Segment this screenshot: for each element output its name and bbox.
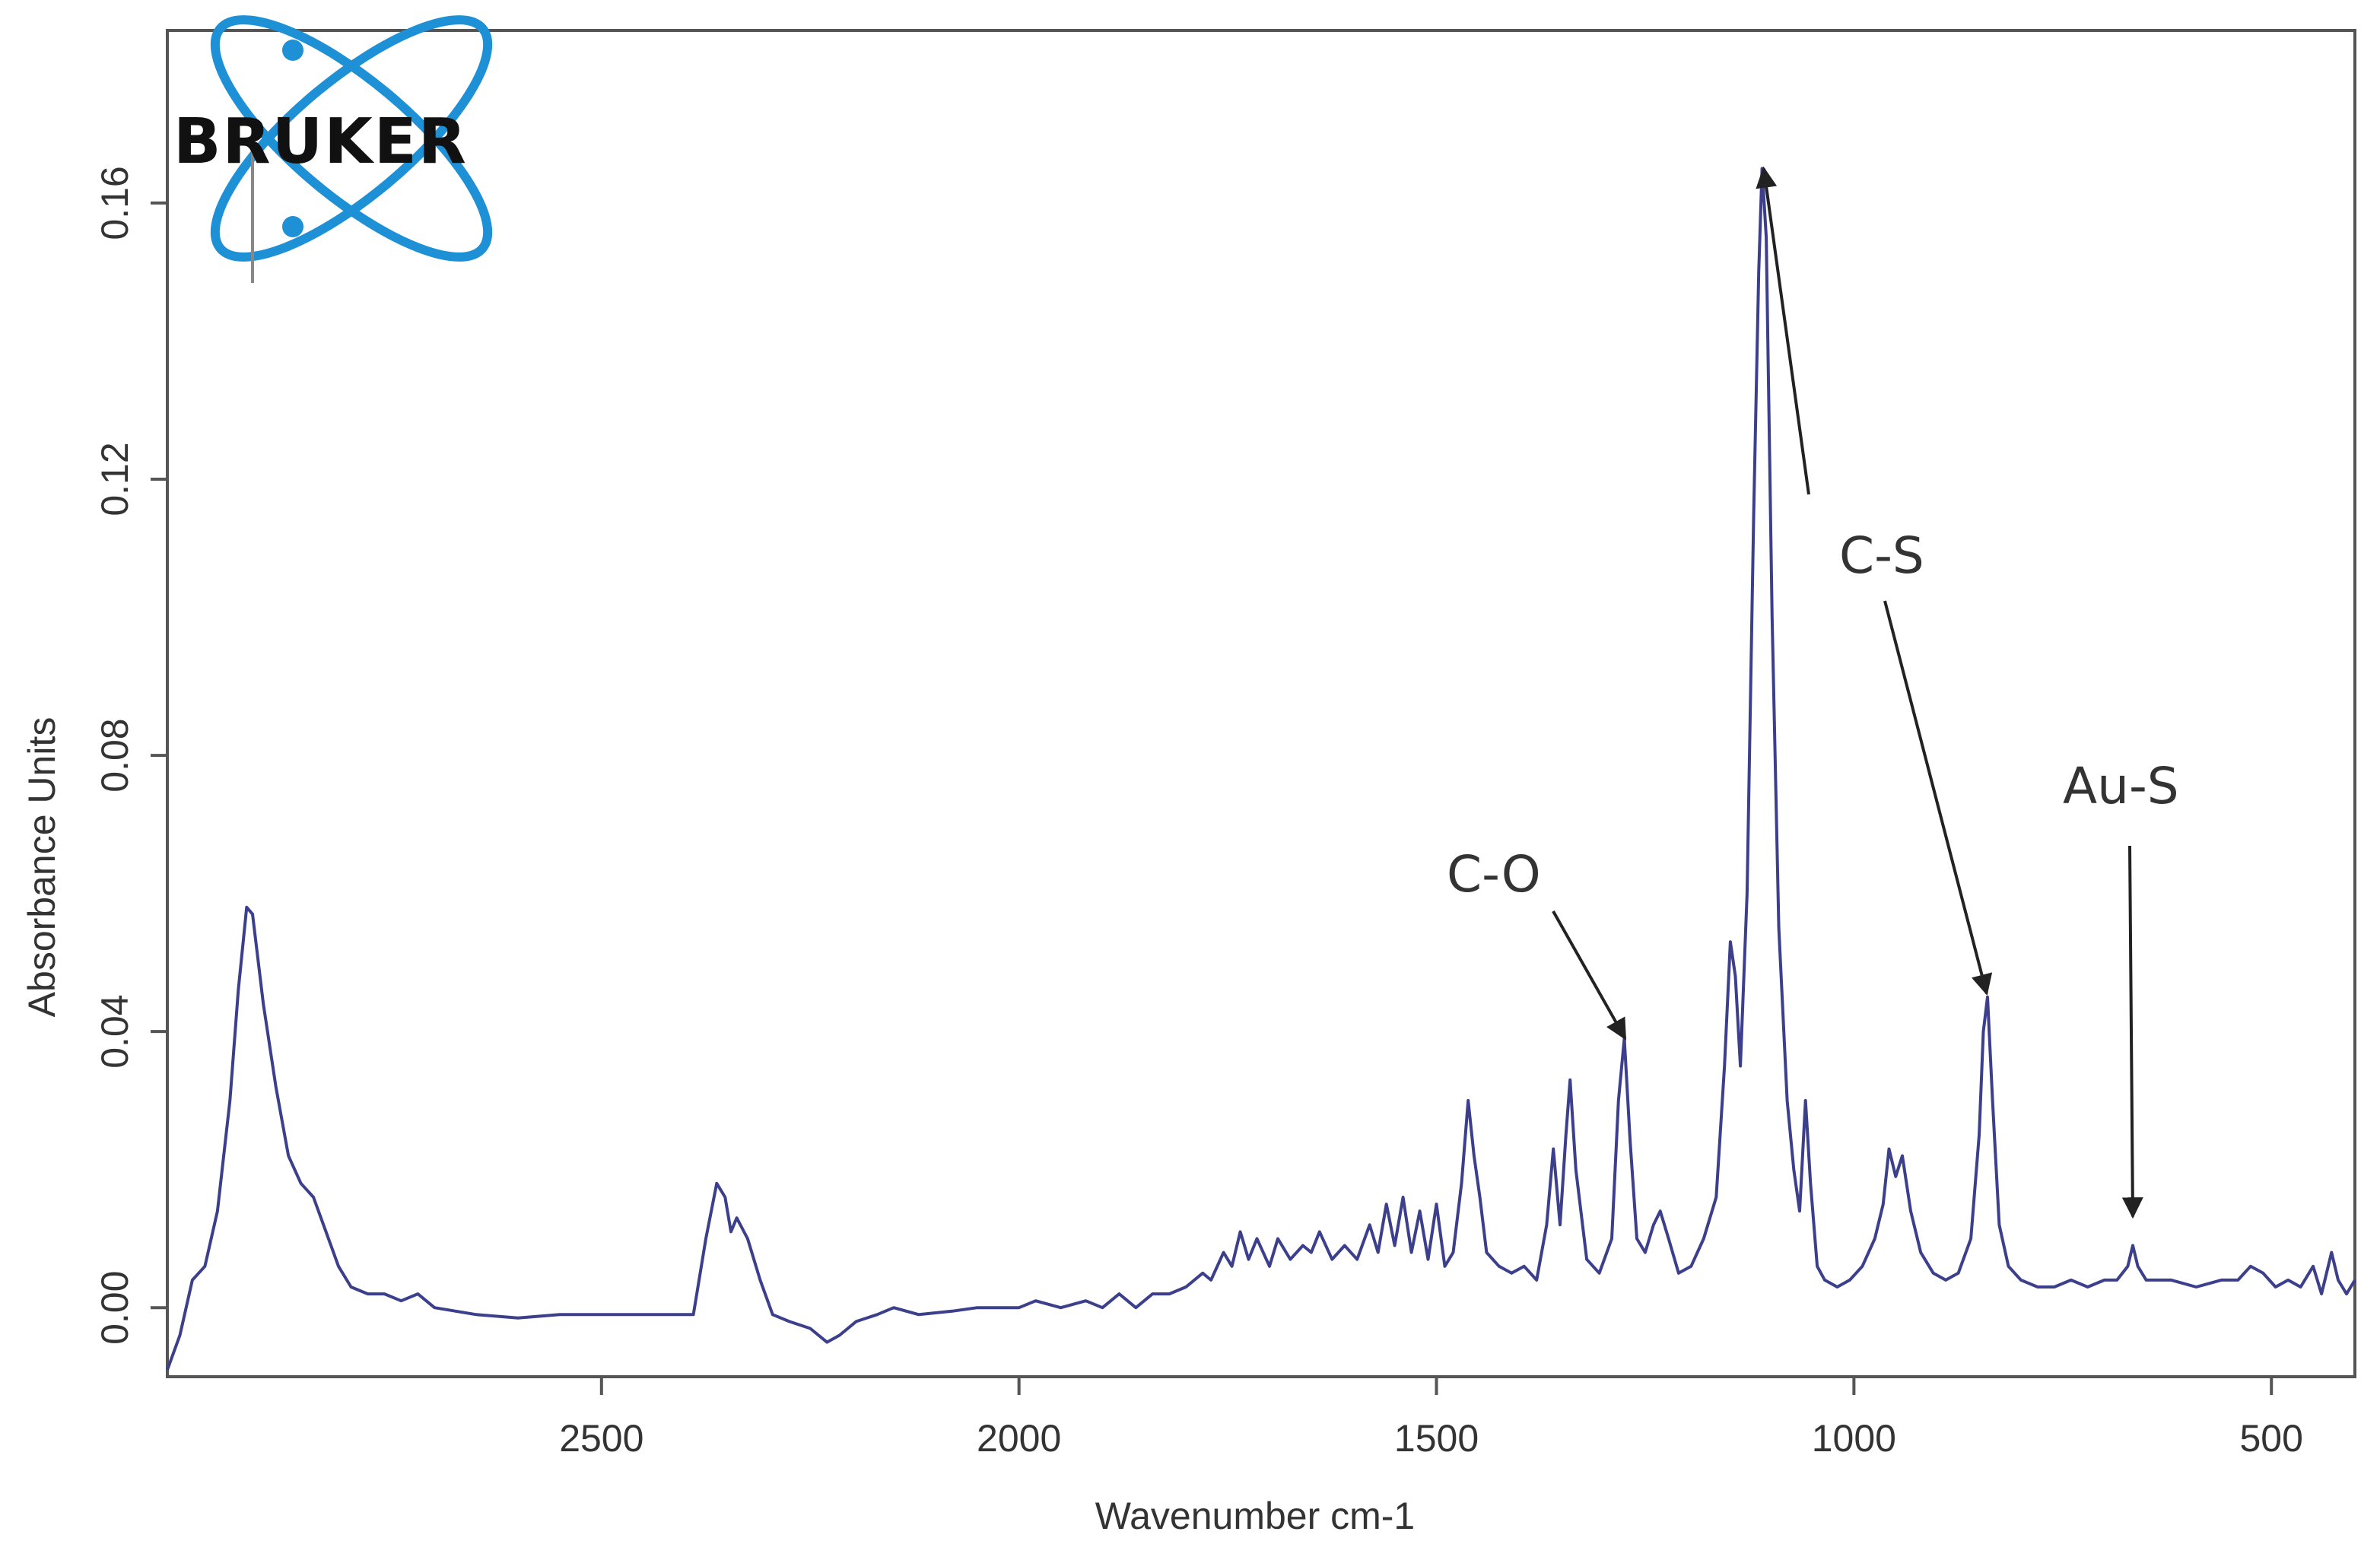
y-tick-label: 0.08 (94, 718, 136, 792)
y-tick-label: 0.04 (94, 994, 136, 1068)
y-tick-label: 0.00 (94, 1271, 136, 1345)
annotation-label: Au-S (2063, 757, 2179, 815)
x-tick-label: 1500 (1394, 1417, 1479, 1460)
annotation-label: C-O (1447, 845, 1541, 904)
y-tick-label: 0.16 (94, 166, 136, 240)
annotation-arrow (1552, 910, 1627, 1041)
annotation-au-s: Au-S (2063, 757, 2179, 1219)
annotation-c-o: C-O (1447, 845, 1627, 1041)
x-tick-label: 2000 (977, 1417, 1061, 1460)
y-axis: 0.00 0.04 0.08 0.12 0.16 (94, 166, 167, 1345)
x-axis: 2500 2000 1500 1000 500 (559, 1377, 2303, 1460)
x-tick-label: 500 (2240, 1417, 2303, 1460)
logo-text: BRUKER (173, 106, 468, 178)
annotation-arrow (2121, 845, 2143, 1219)
annotation-arrow (1883, 600, 1993, 996)
y-tick-label: 0.12 (94, 442, 136, 516)
plot-frame (166, 29, 2356, 1378)
annotation-label: C-S (1839, 526, 1924, 585)
x-tick-label: 2500 (559, 1417, 643, 1460)
bruker-logo: BRUKER (173, 15, 493, 283)
spectrum-line (166, 167, 2356, 1371)
x-axis-title: Wavenumber cm-1 (1095, 1495, 1415, 1537)
annotation-c-s-2 (1883, 600, 1993, 996)
annotation-arrow (1756, 166, 1810, 495)
annotation-c-s-1: C-S (1756, 166, 1924, 585)
x-tick-label: 1000 (1812, 1417, 1896, 1460)
y-axis-title: Absorbance Units (21, 717, 63, 1018)
atom-orbit-icon (210, 15, 493, 283)
